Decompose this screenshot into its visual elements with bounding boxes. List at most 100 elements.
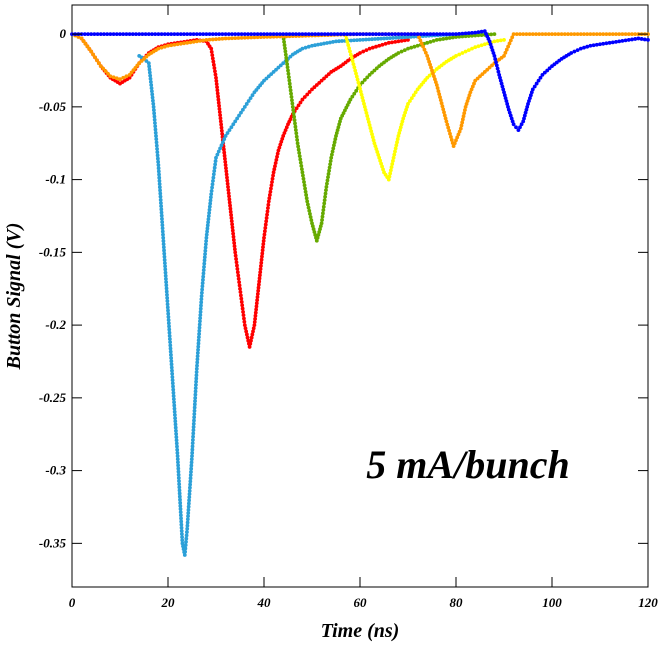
data-point (617, 39, 622, 44)
data-point (159, 201, 163, 205)
data-point (327, 168, 331, 173)
data-point (208, 201, 213, 206)
data-point (361, 37, 365, 42)
data-point (359, 92, 364, 97)
data-point (594, 32, 599, 36)
data-point (302, 95, 307, 99)
data-point (187, 492, 192, 496)
data-point (506, 44, 511, 49)
data-point (173, 416, 178, 420)
data-point (192, 405, 197, 410)
data-point (215, 91, 220, 96)
data-point (200, 284, 205, 289)
data-point (188, 40, 193, 45)
data-point (154, 137, 159, 142)
data-point (185, 523, 190, 528)
data-point (228, 203, 232, 208)
data-point (493, 57, 498, 61)
data-point (324, 74, 329, 79)
data-point (239, 110, 243, 115)
data-point (441, 107, 446, 112)
data-point (316, 32, 321, 36)
data-point (338, 119, 342, 124)
data-point (137, 61, 142, 66)
data-point (370, 37, 374, 42)
data-point (178, 507, 183, 511)
data-point (329, 32, 334, 36)
data-point (322, 198, 327, 203)
data-point (202, 258, 207, 263)
data-point (473, 78, 478, 83)
data-point (238, 286, 242, 291)
data-point (161, 242, 166, 247)
data-point (426, 56, 431, 61)
data-point (214, 37, 218, 42)
data-point (194, 376, 199, 381)
data-point (258, 270, 263, 274)
data-point (198, 306, 203, 311)
data-point (441, 32, 446, 36)
data-point (152, 114, 157, 119)
data-point (527, 99, 531, 103)
data-point (256, 285, 261, 290)
data-point (256, 282, 261, 287)
data-point (249, 335, 254, 340)
data-point (197, 332, 202, 336)
data-point (487, 65, 492, 70)
data-point (201, 268, 206, 273)
data-point (156, 169, 161, 174)
series-6 (70, 29, 650, 133)
data-point (610, 40, 615, 45)
data-point (172, 42, 177, 47)
data-point (460, 31, 465, 36)
data-point (203, 252, 207, 256)
data-point (236, 273, 241, 278)
data-point (354, 74, 359, 79)
data-point (229, 216, 234, 220)
data-point (345, 32, 350, 36)
data-point (639, 37, 644, 41)
data-point (180, 541, 185, 546)
data-point (196, 341, 201, 346)
data-point (82, 32, 87, 36)
data-point (293, 128, 298, 132)
data-point (386, 177, 391, 182)
data-point (355, 77, 360, 82)
data-point (189, 463, 194, 468)
data-point (186, 507, 191, 512)
data-point (409, 34, 413, 39)
data-point (466, 96, 471, 101)
data-point (81, 39, 86, 43)
data-point (314, 83, 319, 87)
data-point (250, 332, 255, 337)
data-point (393, 32, 398, 36)
data-point (313, 43, 317, 48)
data-point (380, 32, 385, 36)
data-point (188, 473, 193, 477)
data-point (212, 169, 217, 173)
data-point (524, 32, 529, 36)
data-point (449, 138, 454, 142)
data-point (348, 97, 353, 102)
data-point (260, 254, 264, 259)
data-point (242, 35, 247, 40)
data-point (270, 176, 275, 181)
data-point (218, 119, 223, 124)
data-point (319, 78, 324, 83)
data-point (370, 132, 374, 137)
data-point (376, 152, 381, 157)
data-point (630, 32, 634, 36)
data-point (219, 125, 224, 130)
data-point (191, 39, 196, 44)
data-point (290, 32, 295, 36)
data-point (297, 154, 302, 159)
data-point (452, 141, 457, 146)
data-point (219, 122, 224, 127)
data-point (241, 313, 246, 318)
data-point (534, 81, 539, 86)
data-point (164, 286, 169, 291)
data-point (212, 66, 217, 70)
data-point (167, 330, 172, 335)
data-point (313, 232, 318, 237)
data-point (183, 549, 188, 554)
